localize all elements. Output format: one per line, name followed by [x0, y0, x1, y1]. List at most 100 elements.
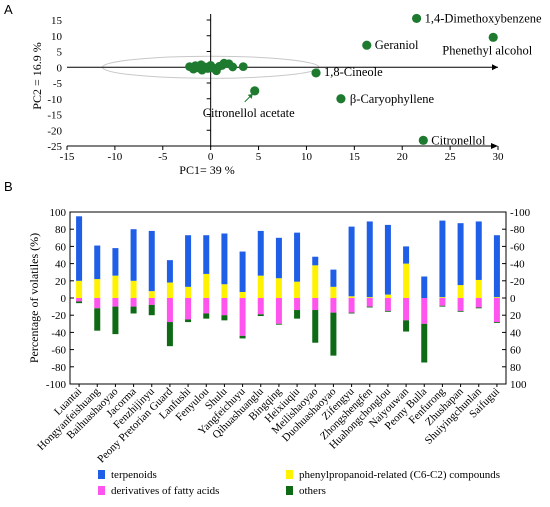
pca-x-tick-label: 30	[493, 151, 505, 163]
bar-phenylpropanoid	[439, 297, 446, 298]
bar-fatty-acids	[203, 298, 210, 314]
bar-phenylpropanoid	[366, 297, 373, 298]
bar-phenylpropanoid	[112, 275, 119, 298]
pca-y-tick-label: -15	[47, 110, 62, 122]
bar-phenylpropanoid	[330, 286, 337, 298]
bar-others	[312, 310, 319, 343]
bar-others	[203, 313, 210, 319]
bar-left-tick-label: -80	[51, 362, 66, 374]
pca-y-tick-label: -10	[47, 94, 62, 106]
bar-fatty-acids	[94, 298, 101, 309]
bar-fatty-acids	[384, 298, 391, 311]
bar-others	[330, 312, 337, 356]
bar-others	[130, 306, 137, 314]
bar-terpenoids	[148, 230, 155, 292]
pca-point-label: β-Caryophyllene	[350, 92, 435, 106]
bar-others	[275, 323, 282, 325]
pca-labeled-point	[336, 94, 346, 104]
bar-right-tick-label: 20	[510, 310, 522, 322]
bar-right-tick-label: 0	[510, 293, 516, 305]
pca-point	[238, 62, 248, 72]
panel-b-letter: B	[4, 179, 13, 194]
bar-others	[439, 305, 446, 307]
pca-y-tick-label: 15	[51, 15, 63, 27]
bar-fatty-acids	[403, 298, 410, 321]
pca-point-label: Geraniol	[375, 38, 419, 52]
bar-right-tick-label: 60	[510, 345, 522, 357]
bar-fatty-acids	[366, 298, 373, 307]
bar-others	[421, 323, 428, 363]
pca-point-label: Phenethyl alcohol	[442, 43, 532, 57]
legend-label: derivatives of fatty acids	[111, 485, 219, 497]
pca-x-axis-label: PC1= 39 %	[179, 163, 234, 177]
pca-y-tick-label: -5	[53, 78, 63, 90]
legend-swatch	[98, 470, 105, 479]
legend-swatch	[286, 470, 293, 479]
bar-terpenoids	[275, 237, 282, 279]
pca-y-tick-label: -25	[47, 141, 62, 153]
bar-others	[384, 310, 391, 312]
bar-right-tick-label: -40	[510, 259, 525, 271]
pca-labeled-point	[411, 13, 422, 24]
bar-others	[257, 314, 264, 317]
bar-phenylpropanoid	[166, 282, 173, 298]
bar-terpenoids	[166, 260, 173, 283]
pca-bottom-arrow	[491, 143, 498, 149]
bar-others	[112, 306, 119, 335]
pca-y-axis-label: PC2 = 16.9 %	[30, 42, 44, 109]
pca-point-label: 1,8-Cineole	[324, 65, 383, 79]
bar-terpenoids	[439, 220, 446, 298]
bar-others	[348, 312, 355, 314]
bar-terpenoids	[94, 245, 101, 280]
bar-right-tick-label: 80	[510, 362, 522, 374]
bar-right-tick-label: 100	[510, 379, 527, 391]
bar-phenylpropanoid	[403, 263, 410, 298]
bar-others	[239, 335, 246, 339]
bar-left-tick-label: 20	[55, 276, 67, 288]
bar-phenylpropanoid	[275, 278, 282, 298]
bar-phenylpropanoid	[457, 285, 464, 298]
bar-terpenoids	[384, 224, 391, 295]
bar-fatty-acids	[457, 298, 464, 311]
bar-fatty-acids	[330, 298, 337, 313]
bar-terpenoids	[403, 246, 410, 264]
pca-point-label: Citronellol acetate	[203, 106, 295, 120]
pca-x-tick-label: 5	[256, 151, 262, 163]
bar-left-tick-label: -40	[51, 327, 66, 339]
bar-terpenoids	[312, 256, 319, 266]
bar-terpenoids	[493, 235, 500, 298]
bar-fatty-acids	[185, 298, 192, 320]
bar-terpenoids	[348, 226, 355, 297]
bar-left-tick-label: -60	[51, 345, 66, 357]
bar-phenylpropanoid	[94, 279, 101, 298]
panel-a-letter: A	[4, 2, 13, 17]
bar-others	[366, 306, 373, 308]
bar-phenylpropanoid	[239, 291, 246, 298]
bar-terpenoids	[294, 232, 301, 282]
bar-others	[76, 301, 83, 304]
bar-plot: 100 80 60 40 20 0 -20 -40 -60 -80 -100 -100 -80 -60 -4…	[35, 207, 531, 465]
bar-phenylpropanoid	[221, 284, 228, 298]
bar-phenylpropanoid	[384, 294, 391, 298]
bar-phenylpropanoid	[312, 265, 319, 298]
bar-fatty-acids	[439, 298, 446, 306]
pca-y-tick-label: 0	[57, 62, 63, 74]
legend-label: others	[299, 485, 326, 497]
bar-phenylpropanoid	[475, 279, 482, 298]
bar-phenylpropanoid	[348, 296, 355, 298]
bar-fatty-acids	[239, 298, 246, 336]
bar-terpenoids	[203, 235, 210, 274]
bar-phenylpropanoid	[493, 297, 500, 298]
bar-left-tick-label: 100	[50, 207, 67, 219]
pca-x-tick-label: -10	[108, 151, 123, 163]
bar-fatty-acids	[348, 298, 355, 313]
bar-terpenoids	[239, 251, 246, 292]
legend-label: terpenoids	[111, 469, 157, 481]
bar-fatty-acids	[76, 298, 83, 302]
bar-fatty-acids	[294, 298, 301, 311]
bar-terpenoids	[112, 248, 119, 276]
bar-terpenoids	[366, 221, 373, 298]
bar-fatty-acids	[312, 298, 319, 311]
bar-terpenoids	[257, 230, 264, 276]
